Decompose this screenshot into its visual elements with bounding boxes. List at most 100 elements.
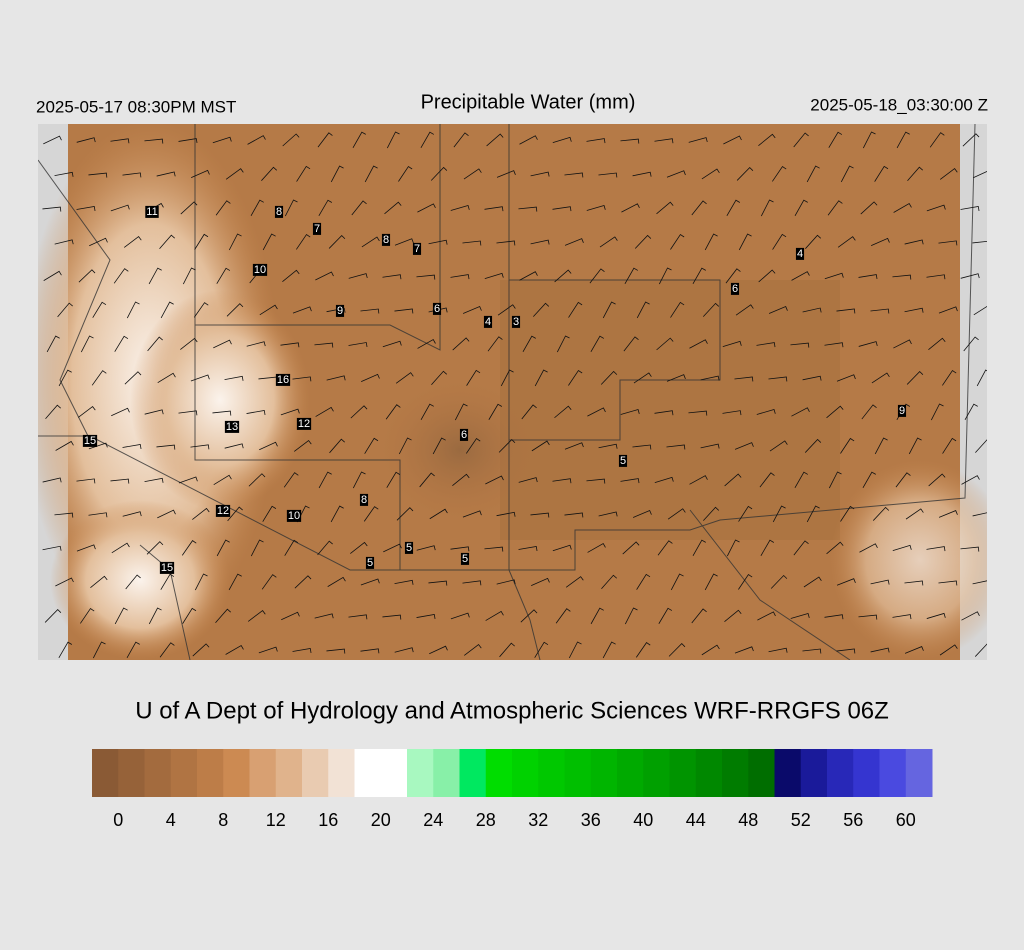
tick-label: 32 bbox=[528, 810, 548, 830]
wind-barb bbox=[738, 505, 753, 522]
tick-label: 4 bbox=[166, 810, 176, 830]
wind-barb bbox=[450, 204, 470, 211]
wind-barb bbox=[327, 576, 346, 587]
wind-barb bbox=[568, 641, 582, 659]
wind-barb bbox=[976, 369, 987, 387]
wind-barb bbox=[790, 613, 810, 619]
wind-barb bbox=[466, 369, 481, 386]
wind-barb bbox=[926, 204, 946, 212]
station-value: 9 bbox=[337, 305, 343, 317]
wind-barb bbox=[250, 199, 264, 217]
wind-barb bbox=[858, 274, 878, 280]
wind-barb bbox=[394, 308, 414, 314]
wind-barb bbox=[654, 476, 674, 484]
wind-barb bbox=[806, 505, 820, 523]
wind-barb bbox=[178, 476, 198, 484]
wind-barb bbox=[552, 206, 572, 212]
wind-barb bbox=[790, 342, 810, 348]
station-value: 4 bbox=[485, 316, 491, 328]
station-box bbox=[252, 263, 268, 276]
wind-barb bbox=[939, 644, 958, 656]
wind-barb bbox=[382, 614, 402, 620]
wind-barb bbox=[824, 614, 844, 620]
wind-barb bbox=[293, 440, 312, 452]
wind-barb bbox=[658, 607, 673, 624]
wind-barb bbox=[704, 233, 718, 251]
wind-barb bbox=[180, 201, 198, 215]
wind-barb bbox=[148, 607, 162, 625]
color-swatch bbox=[800, 749, 828, 797]
wind-barb bbox=[736, 167, 754, 181]
wind-barb bbox=[670, 301, 685, 318]
wind-barb bbox=[126, 301, 140, 319]
wind-barb bbox=[292, 376, 312, 382]
wind-barb bbox=[837, 236, 856, 248]
wind-barb bbox=[330, 505, 344, 523]
wind-barb bbox=[654, 138, 674, 144]
wind-barb bbox=[454, 403, 468, 421]
station-box bbox=[381, 233, 391, 246]
station-value: 12 bbox=[217, 505, 229, 517]
wind-barb bbox=[55, 577, 74, 587]
wind-barb bbox=[738, 233, 752, 251]
wind-barb bbox=[213, 339, 232, 349]
wind-barb bbox=[667, 508, 686, 520]
wind-barb bbox=[227, 506, 243, 522]
wind-barb bbox=[824, 272, 844, 280]
wind-barb bbox=[486, 133, 504, 147]
wind-barb bbox=[262, 505, 277, 522]
wind-barb bbox=[144, 138, 164, 144]
wind-barb bbox=[57, 302, 73, 318]
wind-barb bbox=[602, 641, 616, 659]
wind-barb bbox=[450, 546, 470, 552]
color-swatch bbox=[827, 749, 854, 797]
wind-barb bbox=[657, 540, 673, 556]
wind-barb bbox=[926, 274, 946, 280]
wind-barb bbox=[364, 165, 378, 183]
wind-barb bbox=[805, 234, 822, 249]
tick-label: 44 bbox=[686, 810, 706, 830]
wind-barb bbox=[496, 240, 516, 246]
wind-barb bbox=[926, 546, 946, 552]
wind-barb bbox=[462, 305, 482, 314]
wind-barb bbox=[292, 648, 312, 653]
station-labels: 11 8 7 8 7 10 9 6 4 3 6 4 16 12 13 15 6 5 9 8 12 10 5 5 5 15 bbox=[82, 205, 907, 574]
station-value: 5 bbox=[462, 553, 468, 565]
color-swatch bbox=[617, 749, 644, 797]
wind-barb bbox=[938, 306, 958, 314]
wind-barb bbox=[248, 473, 266, 487]
wind-barb bbox=[691, 608, 707, 624]
tick-label: 24 bbox=[423, 810, 443, 830]
wind-barb bbox=[602, 301, 616, 319]
wind-barb bbox=[54, 171, 74, 177]
wind-barb bbox=[76, 478, 96, 484]
color-swatch bbox=[380, 749, 408, 797]
color-swatch bbox=[407, 749, 434, 797]
wind-barb bbox=[972, 241, 987, 244]
wind-barb bbox=[88, 442, 108, 450]
wind-barb bbox=[756, 408, 776, 415]
wind-barb bbox=[283, 472, 299, 488]
station-box bbox=[365, 556, 375, 569]
wind-barb bbox=[556, 335, 570, 353]
wind-barb bbox=[194, 573, 208, 591]
wind-barb bbox=[568, 301, 583, 318]
wind-barb bbox=[904, 307, 924, 313]
wind-barb bbox=[723, 135, 742, 145]
wind-barb bbox=[632, 171, 652, 177]
wind-barb bbox=[360, 648, 380, 654]
wind-barb bbox=[521, 404, 537, 420]
wind-barb bbox=[111, 407, 130, 417]
wind-barb bbox=[43, 270, 62, 281]
wind-barb bbox=[620, 138, 640, 144]
wind-barb bbox=[586, 204, 606, 211]
wind-barb bbox=[534, 641, 549, 658]
wind-barb bbox=[147, 336, 163, 352]
wind-barb bbox=[92, 301, 107, 318]
wind-barb bbox=[769, 440, 788, 452]
wind-barb bbox=[146, 541, 164, 555]
wind-barb bbox=[296, 165, 311, 182]
wind-barb bbox=[519, 135, 538, 145]
wind-barb bbox=[294, 575, 312, 589]
